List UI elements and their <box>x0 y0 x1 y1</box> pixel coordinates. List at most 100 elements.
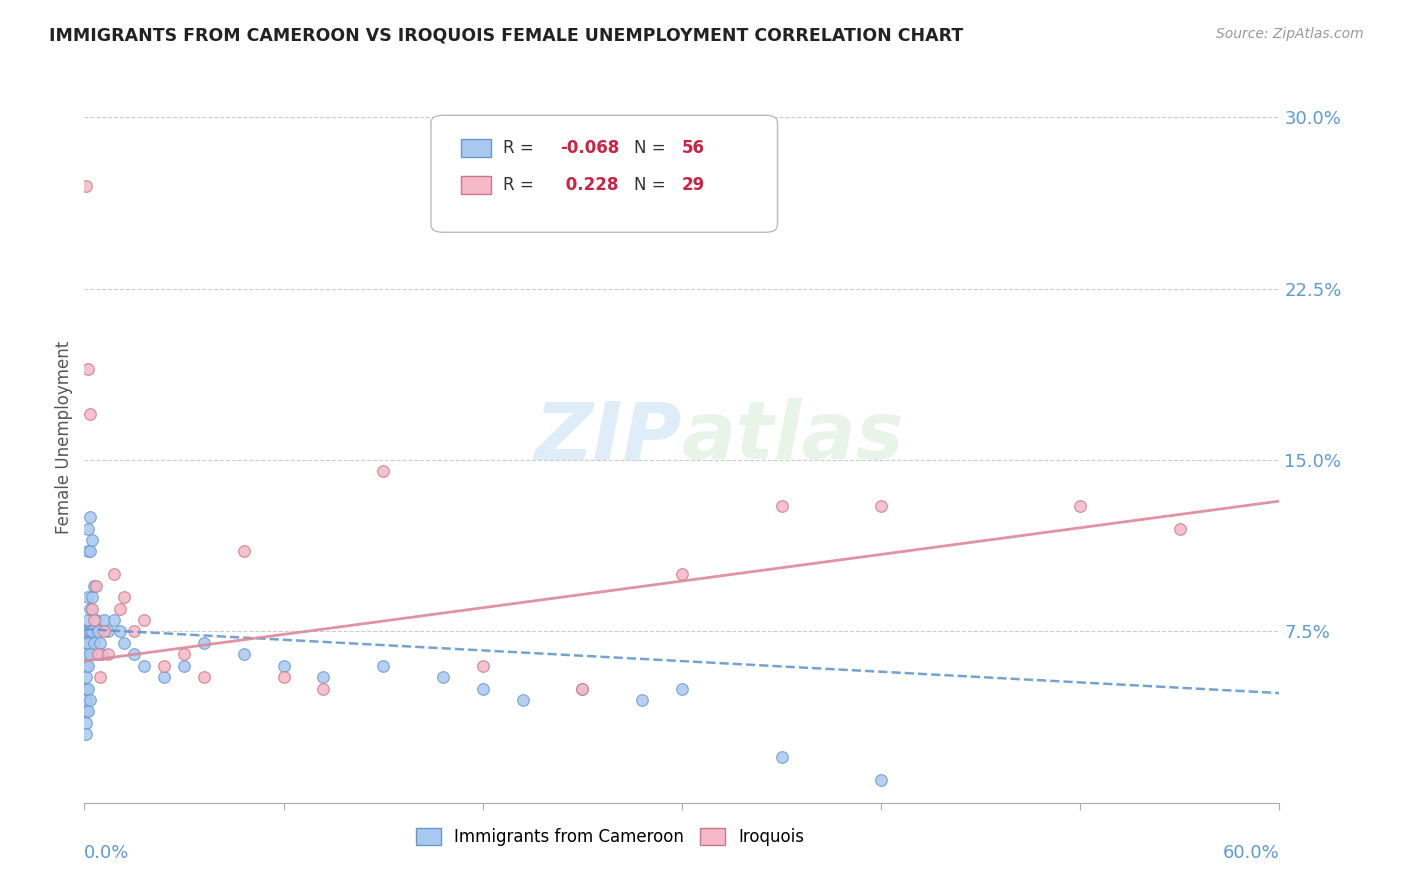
Point <box>75 670 97 684</box>
Point <box>153 658 176 673</box>
Point <box>83 579 105 593</box>
Point <box>153 670 176 684</box>
Point <box>75 727 97 741</box>
Point <box>870 772 893 787</box>
Point <box>631 693 654 707</box>
Point <box>79 601 101 615</box>
Point <box>312 670 335 684</box>
Point <box>79 624 101 639</box>
FancyBboxPatch shape <box>461 139 491 157</box>
Point <box>571 681 593 696</box>
Text: atlas: atlas <box>682 398 904 476</box>
FancyBboxPatch shape <box>461 176 491 194</box>
Point <box>83 613 105 627</box>
Point <box>312 681 335 696</box>
Point <box>122 624 145 639</box>
Point <box>110 601 132 615</box>
Point <box>83 636 105 650</box>
Legend: Immigrants from Cameroon, Iroquois: Immigrants from Cameroon, Iroquois <box>409 822 811 853</box>
Point <box>870 499 893 513</box>
Point <box>273 670 295 684</box>
Point <box>432 670 454 684</box>
Point <box>77 544 100 558</box>
Point <box>173 658 195 673</box>
Point <box>82 601 104 615</box>
Text: R =: R = <box>503 176 538 194</box>
Point <box>770 750 793 764</box>
Point <box>273 658 295 673</box>
Point <box>86 579 108 593</box>
Point <box>75 693 97 707</box>
Point <box>93 613 115 627</box>
Point <box>770 499 793 513</box>
Point <box>1168 521 1191 535</box>
Point <box>75 658 97 673</box>
Point <box>82 533 104 547</box>
Point <box>132 658 156 673</box>
Point <box>77 705 100 719</box>
Point <box>87 647 110 661</box>
Point <box>93 624 115 639</box>
Point <box>193 670 215 684</box>
Point <box>173 647 195 661</box>
Point <box>89 636 111 650</box>
Text: Source: ZipAtlas.com: Source: ZipAtlas.com <box>1216 27 1364 41</box>
Point <box>97 624 120 639</box>
Point <box>75 624 97 639</box>
Point <box>82 624 104 639</box>
Text: N =: N = <box>634 139 671 157</box>
Point <box>79 510 101 524</box>
Point <box>112 590 135 604</box>
Point <box>671 567 693 582</box>
Point <box>75 178 97 193</box>
Point <box>110 624 132 639</box>
Point <box>77 521 100 535</box>
Point <box>1069 499 1091 513</box>
Text: 60.0%: 60.0% <box>1223 845 1279 863</box>
Point <box>82 590 104 604</box>
Text: IMMIGRANTS FROM CAMEROON VS IROQUOIS FEMALE UNEMPLOYMENT CORRELATION CHART: IMMIGRANTS FROM CAMEROON VS IROQUOIS FEM… <box>49 27 963 45</box>
Point <box>373 464 395 478</box>
Point <box>89 670 111 684</box>
Point <box>77 681 100 696</box>
Point <box>103 567 125 582</box>
Point <box>112 636 135 650</box>
Text: -0.068: -0.068 <box>560 139 619 157</box>
Point <box>232 544 254 558</box>
Point <box>75 647 97 661</box>
Point <box>77 613 100 627</box>
Point <box>373 658 395 673</box>
Point <box>103 613 125 627</box>
Point <box>75 636 97 650</box>
Point <box>75 705 97 719</box>
Point <box>79 544 101 558</box>
Point <box>77 636 100 650</box>
Point <box>232 647 254 661</box>
Point <box>97 647 120 661</box>
Point <box>122 647 145 661</box>
Text: 0.0%: 0.0% <box>84 845 129 863</box>
Point <box>79 407 101 421</box>
Text: R =: R = <box>503 139 538 157</box>
Y-axis label: Female Unemployment: Female Unemployment <box>55 341 73 533</box>
Point <box>87 624 110 639</box>
Point <box>79 647 101 661</box>
Text: ZIP: ZIP <box>534 398 682 476</box>
Point <box>77 361 100 376</box>
FancyBboxPatch shape <box>432 115 778 232</box>
Text: 0.228: 0.228 <box>560 176 619 194</box>
Point <box>79 693 101 707</box>
Point <box>77 624 100 639</box>
Text: N =: N = <box>634 176 671 194</box>
Point <box>77 590 100 604</box>
Text: 56: 56 <box>682 139 704 157</box>
Point <box>571 681 593 696</box>
Text: 29: 29 <box>682 176 706 194</box>
Point <box>75 715 97 730</box>
Point <box>471 681 494 696</box>
Point <box>77 658 100 673</box>
Point <box>75 681 97 696</box>
Point <box>132 613 156 627</box>
Point <box>671 681 693 696</box>
Point <box>193 636 215 650</box>
